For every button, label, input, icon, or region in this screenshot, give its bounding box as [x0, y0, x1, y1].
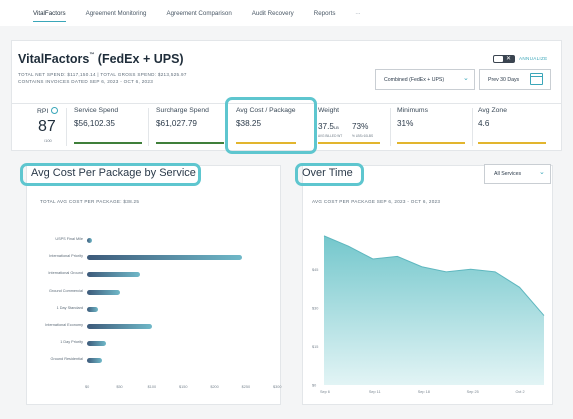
weight-percent-caption: % LBS>10LBS: [352, 134, 374, 138]
y-tick-label: $30: [312, 306, 318, 310]
weight-avg-value: 37.5LB: [318, 122, 339, 131]
y-tick-label: $0: [312, 384, 316, 388]
metric-weight[interactable]: Weight: [318, 107, 340, 114]
x-tick-label: Sep 18: [418, 390, 430, 394]
highlight-avg-cost: [225, 97, 317, 154]
summary-card: [11, 40, 562, 151]
bar: [87, 289, 121, 295]
area-chart: $0 $15 $30 $45 Sep 6 Sep 11 Sep 18 Sep 25 Oct 2: [312, 235, 545, 394]
nav-audit-recovery[interactable]: Audit Recovery: [251, 9, 294, 17]
close-icon: ✕: [506, 56, 512, 62]
annualize-toggle[interactable]: ✕: [493, 55, 515, 63]
x-tick-label: Oct 2: [516, 390, 525, 394]
rpi-value: 87: [38, 118, 56, 135]
chevron-down-icon: ⌄: [463, 75, 469, 82]
x-tick-label: $250: [241, 385, 251, 389]
top-navigation: VitalFactors Agreement Monitoring Agreem…: [0, 0, 573, 26]
metric-avg-cost[interactable]: Avg Cost / Package $38.25: [236, 107, 296, 128]
divider: [66, 108, 67, 146]
weight-bar: [318, 142, 380, 144]
bar-chart-panel: [26, 165, 281, 405]
bar: [87, 341, 106, 347]
x-tick-label: $50: [116, 385, 123, 389]
bar: [87, 238, 92, 243]
highlight-area-heading: [295, 163, 364, 186]
metrics-row: [11, 103, 562, 151]
avg-cost-bar: [236, 142, 296, 144]
y-tick-label: $45: [312, 268, 318, 272]
avg-zone-bar: [478, 142, 546, 144]
surcharge-spend-bar: [156, 142, 224, 144]
area-chart-heading: Over Time: [302, 167, 353, 179]
service-spend-bar: [74, 142, 142, 144]
x-tick-label: $200: [210, 385, 219, 389]
spend-summary: TOTAL NET SPEND: $117,150.14 | TOTAL GRO…: [18, 72, 187, 77]
bar-chart-heading: Avg Cost Per Package by Service: [31, 167, 196, 179]
metric-avg-zone[interactable]: Avg Zone 4.6: [478, 107, 507, 128]
area-chart-subtitle: AVG COST PER PACKAGE SEP 6, 2023 - OCT 6…: [312, 199, 441, 204]
bar-label: International Ground: [48, 271, 83, 276]
nav-more[interactable]: ...: [355, 10, 361, 16]
bar-label: Ground Commercial: [49, 288, 83, 293]
minimums-bar: [397, 142, 465, 144]
x-tick-label: $100: [147, 385, 157, 389]
bar: [87, 255, 243, 261]
bar-label: USPS Final Mile: [55, 237, 83, 241]
bar-label: 1 Day Standard: [56, 305, 83, 310]
weight-percent-value: 73%: [352, 122, 369, 131]
highlight-bar-heading: [20, 163, 201, 186]
rpi-label: RPI: [37, 108, 49, 115]
bar-label: International Priority: [49, 254, 83, 259]
bar-label: 1 Day Priority: [60, 340, 83, 345]
page-title: VitalFactors™ (FedEx + UPS): [18, 52, 184, 66]
divider: [390, 108, 391, 146]
bar-chart-subtitle: TOTAL AVG COST PER PACKAGE: $38.25: [40, 199, 140, 204]
metric-minimums[interactable]: Minimums 31%: [397, 107, 428, 128]
x-tick-label: Sep 11: [369, 390, 381, 394]
metric-service-spend[interactable]: Service Spend $56,102.35: [74, 107, 119, 128]
bar-label: International Economy: [45, 323, 83, 327]
x-tick-label: $150: [179, 385, 188, 389]
nav-agreement-monitoring[interactable]: Agreement Monitoring: [85, 9, 147, 17]
area-series-line: [323, 235, 545, 316]
area-series: [324, 235, 544, 385]
x-tick-label: $300: [273, 385, 282, 389]
carrier-select[interactable]: Combined (FedEx + UPS): [375, 69, 475, 90]
bar-label: Ground Residential: [50, 357, 83, 362]
x-tick-label: $0: [85, 385, 90, 389]
invoice-range: CONTAINS INVOICES DATED SEP 6, 2023 - OC…: [18, 79, 154, 84]
bar: [87, 306, 99, 312]
nav-agreement-comparison[interactable]: Agreement Comparison: [166, 9, 232, 17]
nav-reports[interactable]: Reports: [313, 9, 336, 17]
bar: [87, 272, 141, 278]
nav-vitalfactors[interactable]: VitalFactors: [33, 0, 66, 26]
services-select[interactable]: All Services: [484, 164, 551, 184]
annualize-label: ANNUALIZE: [519, 56, 548, 61]
x-tick-label: Sep 6: [320, 390, 330, 394]
info-icon[interactable]: [51, 107, 58, 114]
rpi-denominator: /100: [44, 138, 52, 143]
weight-avg-caption: AVG BILLED WT: [318, 134, 343, 138]
x-tick-label: Sep 25: [467, 390, 479, 394]
divider: [472, 108, 473, 146]
bar: [87, 324, 153, 329]
calendar-icon[interactable]: [530, 73, 543, 85]
metric-surcharge-spend[interactable]: Surcharge Spend $61,027.79: [156, 107, 209, 128]
y-tick-label: $15: [312, 345, 318, 349]
chevron-down-icon: ⌄: [539, 169, 545, 176]
bar: [87, 358, 103, 364]
divider: [148, 108, 149, 146]
